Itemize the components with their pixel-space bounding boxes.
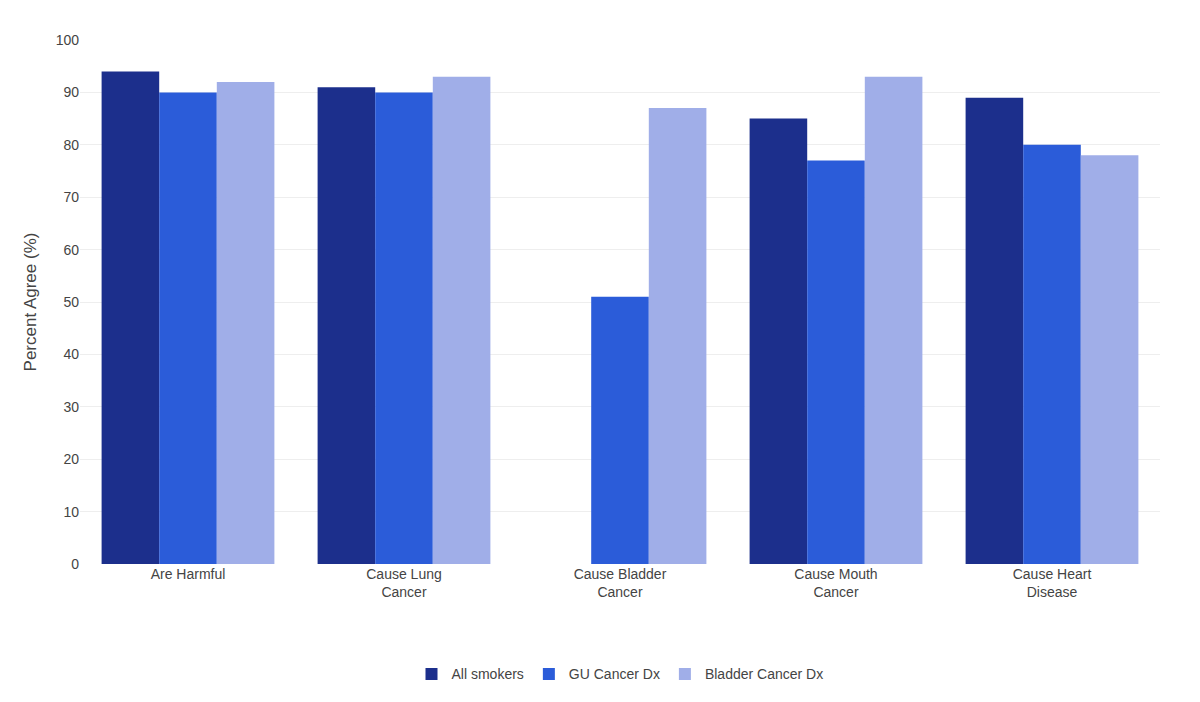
svg-text:Cause MouthCancer: Cause MouthCancer xyxy=(794,566,877,600)
svg-text:Cause HeartDisease: Cause HeartDisease xyxy=(1013,566,1092,600)
svg-text:GU Cancer Dx: GU Cancer Dx xyxy=(569,666,660,682)
svg-text:70: 70 xyxy=(63,189,79,205)
svg-text:Are Harmful: Are Harmful xyxy=(151,566,226,582)
svg-text:80: 80 xyxy=(63,137,79,153)
svg-text:10: 10 xyxy=(63,504,79,520)
svg-text:Percent Agree (%): Percent Agree (%) xyxy=(21,233,40,372)
svg-text:0: 0 xyxy=(71,556,79,572)
svg-text:Cause BladderCancer: Cause BladderCancer xyxy=(574,566,667,600)
svg-text:Cause LungCancer: Cause LungCancer xyxy=(366,566,442,600)
svg-text:40: 40 xyxy=(63,346,79,362)
svg-text:90: 90 xyxy=(63,84,79,100)
svg-text:Bladder Cancer Dx: Bladder Cancer Dx xyxy=(705,666,823,682)
svg-text:50: 50 xyxy=(63,294,79,310)
svg-text:100: 100 xyxy=(56,32,80,48)
svg-text:30: 30 xyxy=(63,399,79,415)
svg-text:60: 60 xyxy=(63,242,79,258)
svg-text:20: 20 xyxy=(63,451,79,467)
svg-text:All smokers: All smokers xyxy=(452,666,524,682)
